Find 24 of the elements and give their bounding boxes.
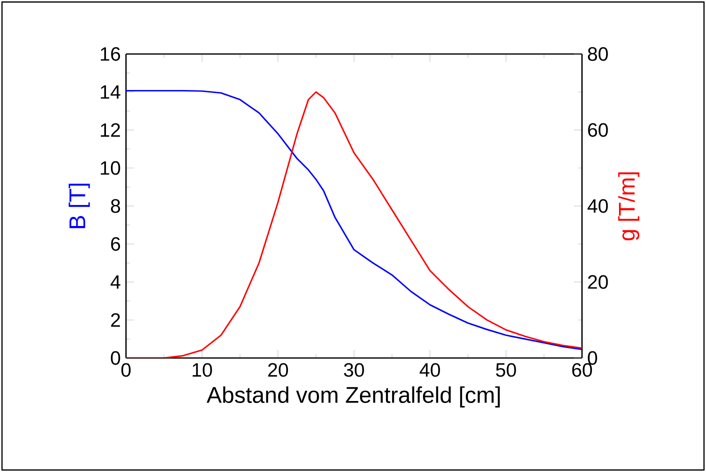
y-tick-label: 10: [100, 161, 120, 175]
y-tick-label: 6: [111, 237, 120, 251]
x-tick-label: 60: [572, 363, 592, 377]
y2-tick-label: 0: [588, 351, 598, 365]
y-tick-label: 14: [100, 85, 120, 99]
y2-tick-label: 40: [588, 199, 608, 213]
y-axis-title: B [T]: [68, 184, 90, 228]
y-tick-label: 2: [111, 313, 120, 327]
x-tick-label: 40: [420, 363, 440, 377]
y-tick-label: 8: [110, 199, 120, 213]
x-tick-label: 30: [344, 363, 364, 377]
x-tick-label: 50: [496, 363, 516, 377]
y2-tick-label: 80: [588, 47, 608, 61]
y-tick-label: 4: [110, 275, 120, 289]
x-tick-label: 0: [121, 363, 131, 377]
x-tick-label: 10: [192, 363, 212, 377]
x-tick-label: 20: [268, 363, 288, 377]
y-tick-label: 0: [110, 351, 120, 365]
y-tick-label: 12: [100, 123, 120, 137]
y2-axis-title: g [T/m]: [618, 172, 640, 240]
y2-tick-label: 20: [588, 275, 608, 289]
y2-tick-label: 60: [588, 123, 608, 137]
y-tick-label: 16: [100, 47, 120, 61]
x-axis-title: Abstand vom Zentralfeld [cm]: [206, 386, 500, 408]
